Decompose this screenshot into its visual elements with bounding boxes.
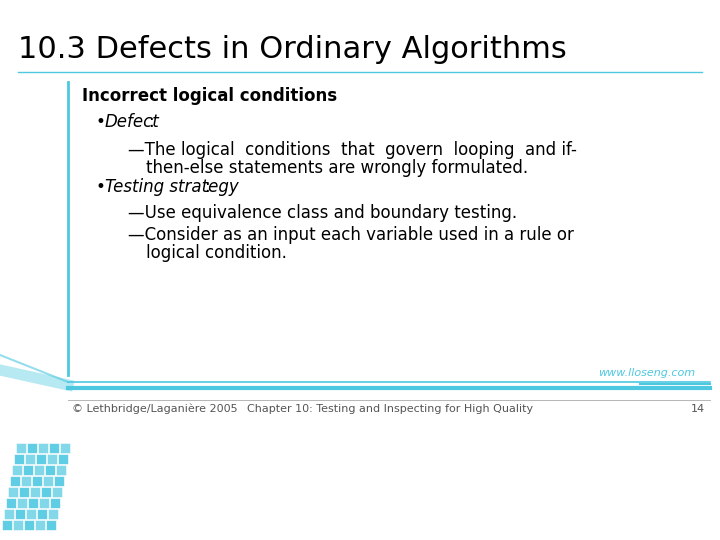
Bar	[56, 465, 66, 475]
Bar	[13, 520, 23, 530]
Bar	[19, 487, 29, 497]
Bar	[35, 520, 45, 530]
Text: Defect: Defect	[105, 113, 160, 131]
Bar	[8, 487, 18, 497]
Bar	[15, 509, 25, 519]
Text: Testing strategy: Testing strategy	[105, 178, 239, 196]
Text: www.lloseng.com: www.lloseng.com	[598, 368, 695, 378]
Bar	[28, 498, 38, 508]
Bar	[43, 476, 53, 486]
Bar	[25, 454, 35, 464]
Bar	[49, 443, 59, 453]
Text: •: •	[95, 113, 105, 131]
Bar	[24, 520, 34, 530]
Text: 14: 14	[691, 404, 705, 414]
Text: © Lethbridge/Laganière 2005: © Lethbridge/Laganière 2005	[72, 404, 238, 415]
Bar	[45, 465, 55, 475]
Bar	[10, 476, 20, 486]
Text: —The logical  conditions  that  govern  looping  and if-: —The logical conditions that govern loop…	[128, 141, 577, 159]
Text: :: :	[205, 178, 211, 196]
Text: :: :	[149, 113, 155, 131]
Text: Chapter 10: Testing and Inspecting for High Quality: Chapter 10: Testing and Inspecting for H…	[247, 404, 533, 414]
Text: —Use equivalence class and boundary testing.: —Use equivalence class and boundary test…	[128, 204, 517, 222]
Bar	[2, 520, 12, 530]
Bar	[50, 498, 60, 508]
Bar	[52, 487, 62, 497]
Text: logical condition.: logical condition.	[146, 244, 287, 262]
Bar	[41, 487, 51, 497]
Bar	[17, 498, 27, 508]
Bar	[23, 465, 33, 475]
Bar	[39, 498, 49, 508]
Bar	[37, 509, 47, 519]
Bar	[30, 487, 40, 497]
Bar	[21, 476, 31, 486]
Bar	[60, 443, 70, 453]
Bar	[4, 509, 14, 519]
Bar	[16, 443, 26, 453]
Bar	[26, 509, 36, 519]
Bar	[54, 476, 64, 486]
Bar	[34, 465, 44, 475]
Bar	[6, 498, 16, 508]
Text: 10.3 Defects in Ordinary Algorithms: 10.3 Defects in Ordinary Algorithms	[18, 35, 567, 64]
Bar	[46, 520, 56, 530]
Text: •: •	[95, 178, 105, 196]
Bar	[14, 454, 24, 464]
Bar	[36, 454, 46, 464]
Text: then-else statements are wrongly formulated.: then-else statements are wrongly formula…	[146, 159, 528, 177]
Bar	[27, 443, 37, 453]
Bar	[48, 509, 58, 519]
Bar	[12, 465, 22, 475]
Bar	[47, 454, 57, 464]
Bar	[38, 443, 48, 453]
Bar	[58, 454, 68, 464]
Text: —Consider as an input each variable used in a rule or: —Consider as an input each variable used…	[128, 226, 574, 244]
Text: Incorrect logical conditions: Incorrect logical conditions	[82, 87, 337, 105]
Bar	[32, 476, 42, 486]
